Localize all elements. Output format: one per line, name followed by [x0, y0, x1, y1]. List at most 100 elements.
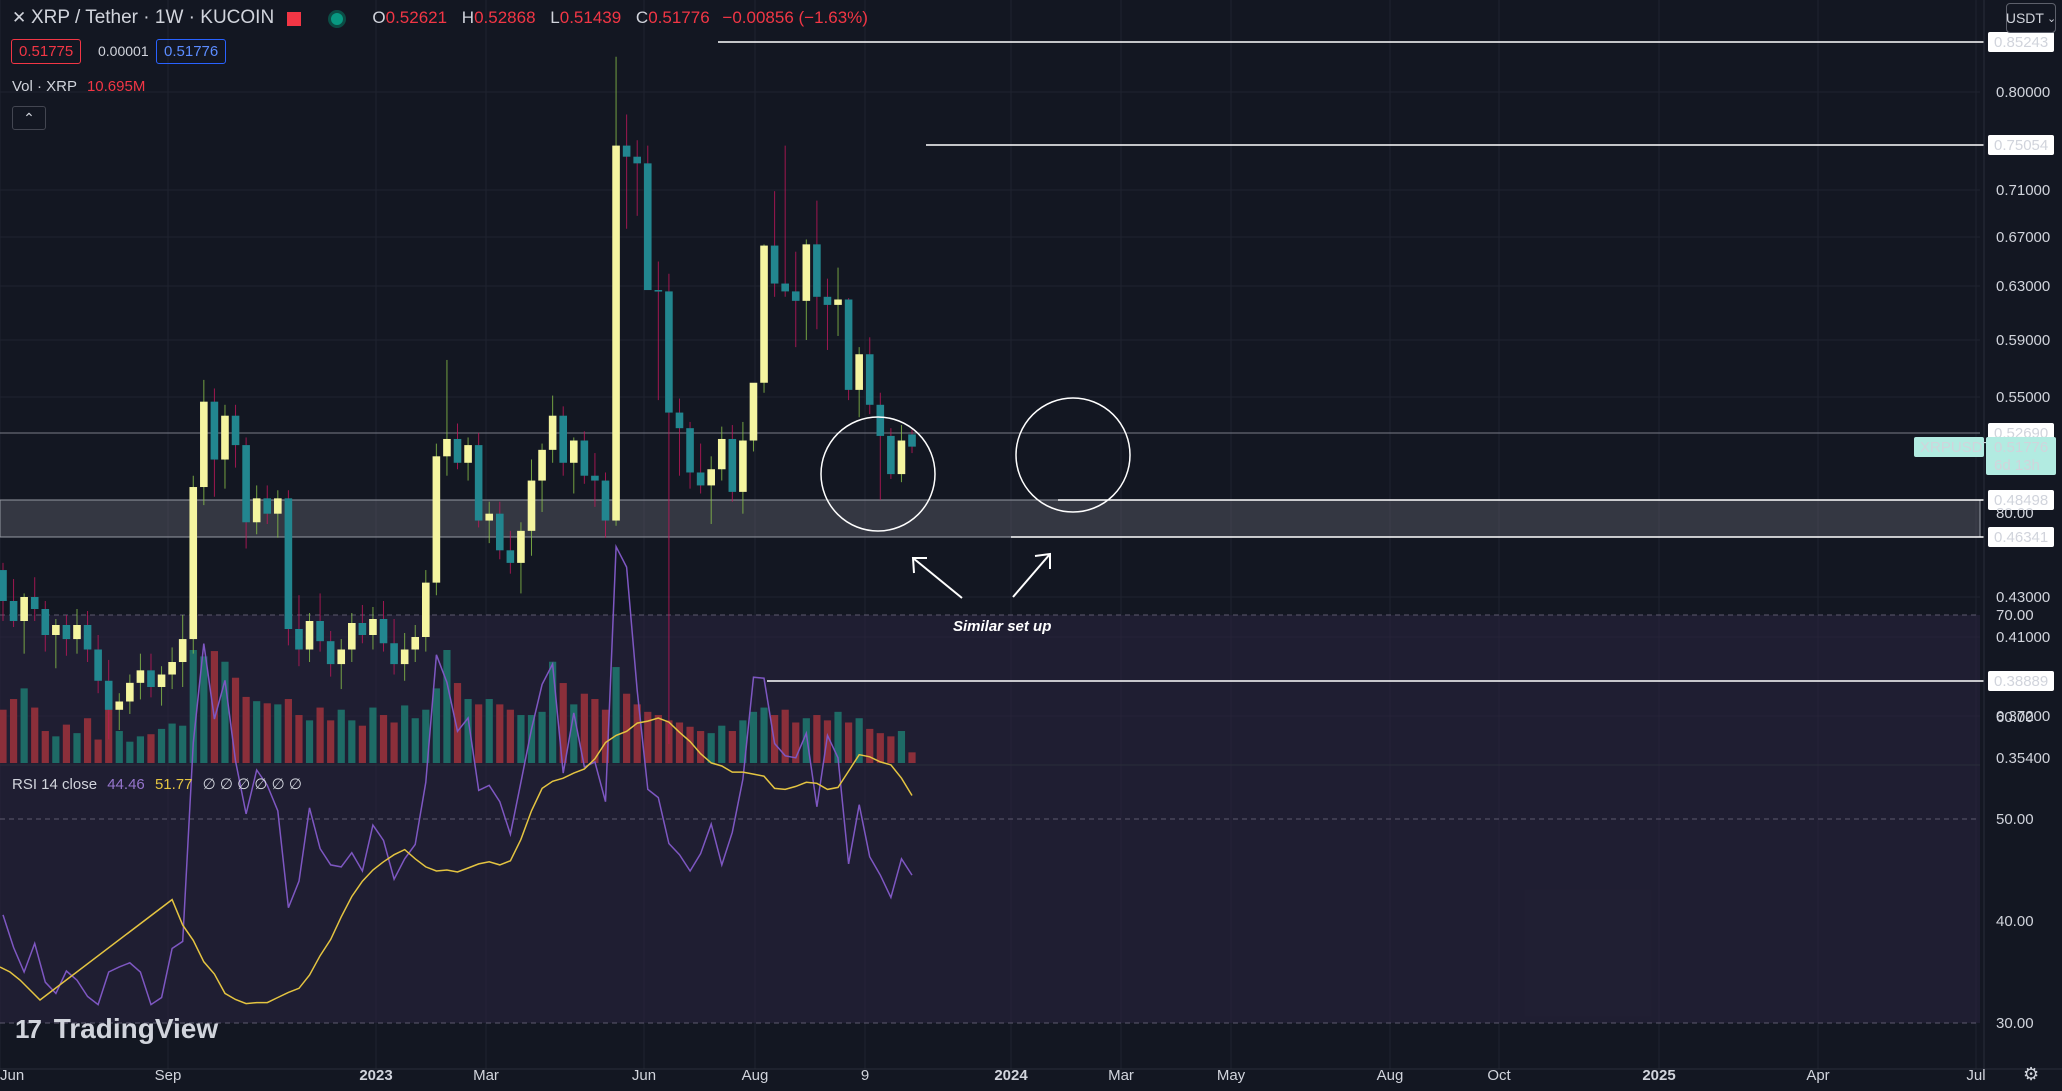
candle-body — [580, 440, 589, 476]
volume-bar — [549, 661, 557, 763]
candle-body — [717, 438, 726, 470]
close-value: 0.51776 — [648, 8, 710, 27]
arrow-left-head[interactable] — [911, 557, 927, 574]
last-price-bg — [1986, 437, 2056, 475]
volume-bar — [834, 711, 842, 763]
candle-body — [337, 649, 346, 665]
volume-bar — [527, 715, 536, 763]
volume-bar — [73, 733, 81, 763]
candle-body — [538, 449, 546, 481]
candle-body — [728, 438, 737, 492]
volume-bar — [210, 651, 218, 763]
candle-body — [665, 291, 673, 413]
candle-body — [316, 621, 324, 642]
candle-body — [865, 354, 874, 405]
rsi-legend[interactable]: RSI 14 close 44.46 51.77 ∅ ∅ ∅ ∅ ∅ ∅ — [12, 775, 302, 793]
volume-bar — [422, 709, 430, 763]
level-label-bg[interactable] — [1988, 671, 2054, 691]
price-tick-label: 0.67000 — [1996, 229, 2050, 246]
volume-bar — [9, 699, 18, 763]
chevron-down-icon: ⌄ — [2046, 12, 2057, 25]
arrow-right[interactable] — [1012, 553, 1051, 598]
candle-body — [781, 283, 789, 292]
collapse-legend-button[interactable]: ⌃ — [12, 106, 46, 130]
buy-price-button[interactable]: 0.51776 — [156, 39, 227, 64]
volume-bar — [813, 715, 821, 763]
time-tick-label: Mar — [1108, 1067, 1134, 1084]
volume-legend[interactable]: Vol · XRP 10.695M — [12, 78, 145, 95]
candle-body — [390, 643, 398, 665]
level-label[interactable]: 0.38889 — [1994, 673, 2048, 690]
volume-bar — [369, 707, 377, 763]
volume-bar — [697, 731, 705, 763]
volume-bar — [62, 724, 71, 763]
volume-bar — [570, 704, 578, 763]
candle-body — [400, 649, 409, 665]
candle-body — [274, 498, 282, 514]
level-label-bg[interactable] — [1988, 32, 2054, 52]
tradingview-logo-icon: 17 — [15, 1014, 42, 1044]
candle-body — [73, 625, 81, 640]
support-zone[interactable] — [0, 499, 1981, 538]
level-label-bg[interactable] — [1988, 490, 2054, 510]
settings-gear-icon[interactable]: ⚙ — [2023, 1064, 2040, 1084]
volume-bar — [506, 709, 514, 763]
price-tick-label: 0.80000 — [1996, 84, 2050, 101]
price-tick-label: 0.37200 — [1996, 708, 2050, 725]
setup-circle-left[interactable] — [820, 416, 936, 532]
volume-label: Vol · XRP — [12, 78, 77, 95]
time-tick-label: 9 — [861, 1067, 869, 1084]
symbol-title[interactable]: XRP / Tether · 1W · KUCOIN — [30, 7, 275, 28]
candle-body — [52, 625, 60, 635]
volume-bar — [728, 731, 736, 763]
rsi-ma-line — [0, 717, 913, 1005]
candle-body — [242, 445, 250, 523]
rsi-tick-label: 30.00 — [1996, 1015, 2034, 1032]
last-price-label: 0.51776 — [1994, 439, 2048, 456]
arrow-right-head[interactable] — [1034, 552, 1051, 569]
candle-body — [739, 440, 747, 492]
sell-price-button[interactable]: 0.51775 — [11, 39, 82, 64]
volume-bar — [284, 699, 292, 763]
volume-bar — [94, 739, 102, 763]
volume-bar — [83, 718, 92, 763]
volume-bar — [390, 722, 398, 763]
annotation-arrows[interactable] — [911, 552, 1051, 599]
candle-body — [612, 145, 620, 521]
level-label[interactable]: 0.46341 — [1994, 529, 2048, 546]
volume-bar — [253, 701, 261, 763]
spread-value: 0.00001 — [98, 43, 149, 59]
setup-circle-right[interactable] — [1015, 397, 1131, 513]
time-tick-label: Jun — [632, 1067, 656, 1084]
symbol-tag: XRPUSDT — [1920, 439, 1992, 456]
candle-body — [231, 415, 240, 446]
candle-body — [20, 597, 28, 621]
candle-body — [855, 354, 863, 390]
flag-icon[interactable] — [286, 11, 301, 26]
volume-bar — [876, 733, 884, 763]
candle-body — [770, 245, 779, 284]
candle-body — [358, 623, 367, 635]
annotation-text[interactable]: Similar set up — [953, 618, 1052, 635]
time-tick-label: Aug — [1377, 1067, 1404, 1084]
candle-body — [200, 401, 208, 488]
rsi-tick-label: 70.00 — [1996, 607, 2034, 624]
candle-body — [83, 625, 92, 650]
level-label[interactable]: 0.75054 — [1994, 137, 2048, 154]
level-label[interactable]: 0.85243 — [1994, 34, 2048, 51]
tradingview-logo[interactable]: 17 TradingView — [15, 1013, 218, 1045]
time-tick-label: Aug — [742, 1067, 769, 1084]
level-label[interactable]: 0.48498 — [1994, 492, 2048, 509]
candle-body — [675, 412, 684, 429]
volume-bar — [263, 703, 271, 763]
level-label-bg[interactable] — [1988, 135, 2054, 155]
candle-body — [284, 498, 293, 629]
arrow-left[interactable] — [912, 557, 963, 599]
volume-bar — [168, 723, 176, 763]
candle-body — [485, 513, 494, 521]
currency-selector[interactable]: USDT ⌄ — [2006, 3, 2056, 33]
level-label-bg[interactable] — [1988, 527, 2054, 547]
price-tick-label: 0.55000 — [1996, 389, 2050, 406]
volume-bar — [644, 711, 652, 763]
